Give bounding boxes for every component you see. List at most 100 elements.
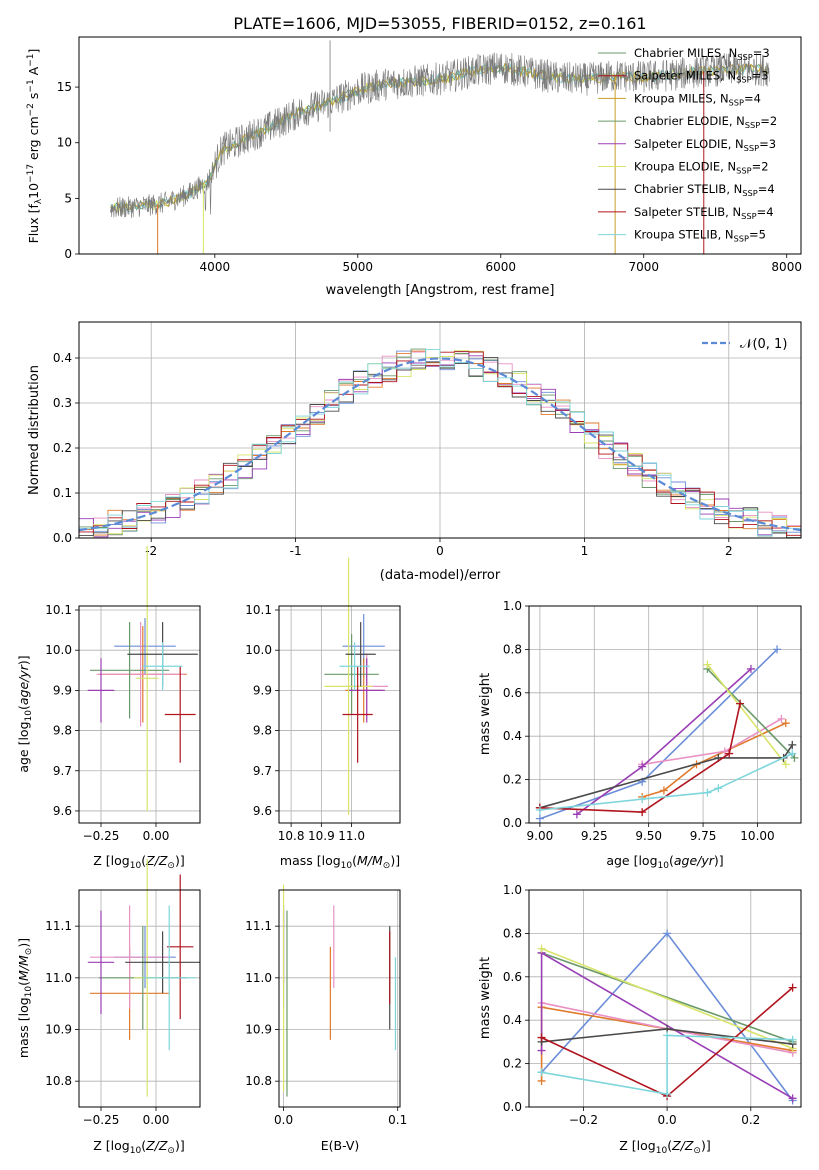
mass-weight-vs-age-panel: 9.00 9.25 9.50 9.75 10.00 0.0 0.2 0.4 0.6 0.8 1.0 a… [478,599,802,871]
series-marker [663,1089,672,1098]
y-tick-label: 0.4 [53,351,72,365]
y-tick-label: 0.6 [503,686,522,700]
y-tick-label: 10.1 [245,603,272,617]
y-tick-label: 0 [64,247,72,261]
x-tick-label: 10.9 [308,829,335,843]
y-tick-label: 1.0 [503,599,522,613]
legend-label: Chabrier STELIB, NSSP=4 [634,182,775,198]
y-tick-label: 0.0 [503,816,522,830]
y-tick-label: 11.0 [245,971,272,985]
x-tick-label: 10.8 [278,829,305,843]
x-axis-label: (data-model)/error [380,568,501,583]
x-axis-label: age [log10(age/yr)] [606,853,723,871]
series-line [541,1034,793,1095]
x-tick-label: −0.25 [83,829,120,843]
axes-frame [528,889,802,1108]
mass-weight-vs-metallicity-panel: −0.2 0.0 0.2 0.0 0.2 0.4 0.6 0.8 1.0 Z [log10(Z/Z… [478,883,802,1156]
x-tick-label: -1 [290,544,302,558]
series-marker [537,1033,546,1042]
series-line [641,722,787,798]
series-marker [788,749,797,758]
series-marker [788,740,797,749]
y-tick-label: 0.2 [53,441,72,455]
y-tick-label: 0.4 [503,729,522,743]
y-tick-label: 10.8 [45,1074,72,1088]
y-tick-label: 0.0 [53,531,72,545]
x-tick-label: 10.00 [740,829,774,843]
series-marker [535,805,544,814]
axes-frame [278,889,401,1108]
legend-label: Chabrier ELODIE, NSSP=2 [634,114,777,130]
y-tick-label: 0.6 [503,970,522,984]
x-axis-label: Z [log10(Z/Z⊙)] [93,853,184,871]
x-axis-label: E(B-V) [321,1138,360,1153]
x-tick-label: −0.25 [83,1113,120,1127]
series-marker [781,719,790,728]
y-tick-label: 0.8 [503,642,522,656]
x-tick-label: 0 [436,544,444,558]
y-tick-label: 9.7 [53,764,72,778]
legend-label: Salpeter STELIB, NSSP=4 [634,205,774,221]
y-tick-label: 10.9 [245,1023,272,1037]
series-marker [638,795,647,804]
y-axis-label: mass weight [478,957,493,1039]
legend-label: Salpeter ELODIE, NSSP=3 [634,137,776,153]
series-marker [572,810,581,819]
axes-frame [78,889,201,1108]
x-tick-label: 1 [581,544,589,558]
x-tick-label: 8000 [771,260,802,274]
y-tick-label: 0.0 [503,1100,522,1114]
y-tick-label: 0.2 [503,1057,522,1071]
legend-label: 𝒩(0, 1) [740,337,787,352]
y-tick-label: 10.8 [245,1074,272,1088]
x-tick-label: 0.0 [274,1113,293,1127]
series-marker [720,747,729,756]
series-marker [663,1031,672,1040]
legend-label: Salpeter MILES, NSSP=3 [634,69,769,85]
y-tick-label: 10.9 [45,1023,72,1037]
y-tick-label: 10 [57,136,72,150]
series-marker [703,660,712,669]
figure-title: PLATE=1606, MJD=53055, FIBERID=0152, z=0… [233,14,646,33]
series-marker [537,1076,546,1085]
x-tick-label: −0.2 [569,1113,598,1127]
series-line [539,648,778,820]
series-marker [777,714,786,723]
series-marker [746,664,755,673]
axes-frame [78,321,802,539]
series-marker [714,784,723,793]
y-axis-label: age [log10(age/yr)] [16,655,34,772]
x-tick-label: 5000 [343,260,374,274]
y-tick-label: 0.4 [503,1013,522,1027]
series-line [541,952,793,1043]
series-marker [788,1094,797,1103]
series-marker [659,786,668,795]
legend-label: Kroupa ELODIE, NSSP=2 [634,160,769,176]
series-line [541,947,793,1050]
x-tick-label: 0.0 [658,1113,677,1127]
y-tick-label: 1.0 [503,883,522,897]
series-line [706,664,787,765]
series-marker [788,1035,797,1044]
y-tick-label: 10.1 [45,603,72,617]
series-marker [703,788,712,797]
axes-frame [78,605,201,824]
x-tick-label: 4000 [200,260,231,274]
y-tick-label: 11.1 [245,919,272,933]
x-tick-label: 9.25 [581,829,608,843]
y-axis-label: Normed distribution [27,365,42,495]
series-marker [537,1068,546,1077]
x-axis-label: wavelength [Angstrom, rest frame] [326,283,555,298]
series-marker [663,929,672,938]
y-tick-label: 11.1 [45,919,72,933]
axes-frame [78,36,802,255]
x-tick-label: 9.75 [690,829,717,843]
x-tick-label: 2 [725,544,733,558]
y-tick-label: 10.0 [245,643,272,657]
legend-label: Kroupa MILES, NSSP=4 [634,91,761,107]
y-tick-label: 0.8 [503,926,522,940]
x-tick-label: 11.0 [338,829,365,843]
series-marker [638,808,647,817]
y-tick-label: 9.6 [53,804,72,818]
